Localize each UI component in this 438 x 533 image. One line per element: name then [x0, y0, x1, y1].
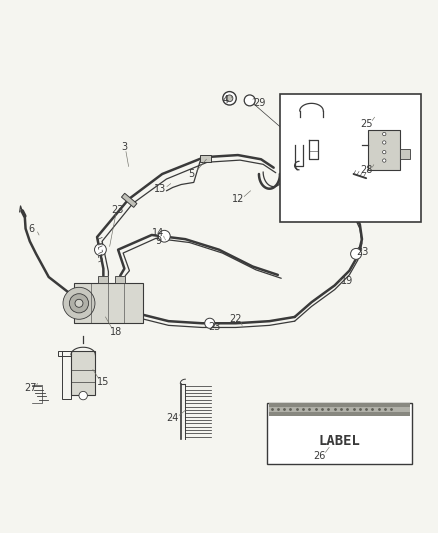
- Circle shape: [382, 132, 386, 136]
- Circle shape: [223, 92, 236, 105]
- Circle shape: [350, 248, 361, 260]
- Bar: [269, 407, 410, 411]
- Text: 3: 3: [121, 142, 127, 152]
- Bar: [280, 94, 421, 222]
- Circle shape: [79, 391, 88, 400]
- Text: 24: 24: [166, 413, 179, 423]
- Bar: [58, 351, 71, 356]
- Text: 26: 26: [314, 451, 326, 461]
- Circle shape: [382, 141, 386, 144]
- Circle shape: [382, 150, 386, 154]
- Text: LABEL: LABEL: [319, 434, 361, 448]
- Bar: [368, 130, 400, 170]
- Bar: [115, 276, 125, 284]
- Bar: [98, 276, 109, 284]
- Circle shape: [226, 95, 233, 102]
- Circle shape: [159, 230, 170, 242]
- Text: 5: 5: [188, 169, 195, 179]
- Text: 25: 25: [360, 118, 372, 128]
- Text: 14: 14: [152, 228, 164, 238]
- Circle shape: [382, 159, 386, 162]
- Text: 15: 15: [97, 377, 110, 387]
- Circle shape: [205, 318, 215, 328]
- Text: 23: 23: [111, 205, 124, 215]
- Bar: [267, 403, 413, 464]
- Bar: [121, 193, 137, 207]
- Text: 28: 28: [360, 165, 372, 175]
- Bar: [74, 284, 143, 324]
- Text: 19: 19: [341, 276, 353, 286]
- Text: 23: 23: [356, 247, 368, 257]
- Text: 13: 13: [154, 184, 166, 193]
- Bar: [400, 149, 410, 159]
- Bar: [269, 411, 410, 416]
- Circle shape: [244, 95, 255, 106]
- Text: 12: 12: [232, 194, 244, 204]
- Bar: [62, 351, 71, 399]
- Circle shape: [95, 244, 106, 255]
- Text: 27: 27: [25, 383, 37, 393]
- Text: 22: 22: [230, 314, 242, 324]
- Circle shape: [69, 294, 88, 313]
- Text: 4: 4: [222, 95, 228, 106]
- Bar: [71, 351, 95, 395]
- Bar: [200, 155, 211, 162]
- Text: 18: 18: [110, 327, 122, 337]
- Bar: [269, 403, 410, 407]
- Circle shape: [75, 300, 83, 308]
- Text: 23: 23: [208, 322, 221, 333]
- Text: 9: 9: [155, 236, 161, 246]
- Circle shape: [63, 287, 95, 319]
- Text: 6: 6: [29, 224, 35, 233]
- Text: 29: 29: [253, 98, 265, 108]
